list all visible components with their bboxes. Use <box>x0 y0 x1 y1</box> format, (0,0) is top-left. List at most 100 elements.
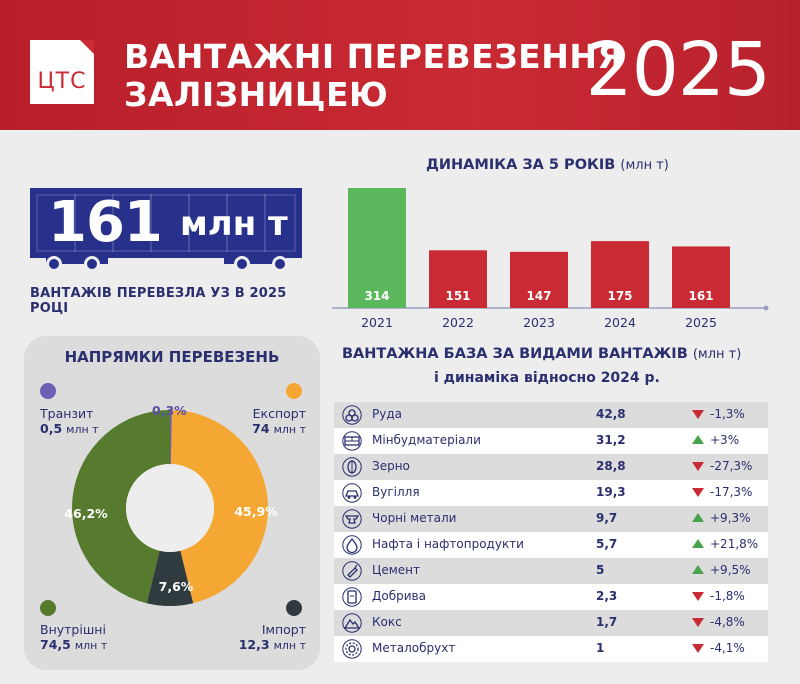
bar-value-label: 151 <box>445 289 470 303</box>
bar-value-label: 175 <box>607 289 632 303</box>
table-row: Цемент 5 +9,5% <box>334 558 768 584</box>
cargo-name: Зерно <box>372 459 410 473</box>
oil-drop-icon <box>342 535 362 555</box>
cargo-change: +3% <box>710 433 740 447</box>
cargo-value: 1 <box>596 641 605 655</box>
label-export-name: Експорт <box>252 406 306 421</box>
table-row: Добрива 2,3 -1,8% <box>334 584 768 610</box>
wagon-wheel <box>234 256 250 272</box>
wagon-wheel <box>272 256 288 272</box>
donut-slice-1 <box>170 410 268 604</box>
cargo-change: -1,8% <box>710 589 745 603</box>
cargo-change: +9,5% <box>710 563 751 577</box>
logo: ЦТС <box>30 40 94 104</box>
wagon-bogie-right <box>224 258 286 264</box>
label-domestic-amount: 74,5 <box>40 637 71 652</box>
bar-2021 <box>348 188 406 308</box>
anvil-icon <box>342 509 362 529</box>
table-title-unit: (млн т) <box>692 347 742 362</box>
arrow-down-icon <box>692 488 704 497</box>
bar-chart-title-text: ДИНАМІКА ЗА 5 РОКІВ <box>426 157 616 173</box>
x-tick-label: 2024 <box>604 315 636 330</box>
page-title-line1: ВАНТАЖНІ ПЕРЕВЕЗЕННЯ <box>124 37 624 76</box>
cargo-table: Руда 42,8 -1,3% Мінбудматеріали 31,2 +3% Зерно… <box>334 402 768 662</box>
donut-chart: 45,9% 7,6% 46,2% <box>64 408 278 606</box>
bar-chart-title-unit: (млн т) <box>620 158 669 173</box>
label-export: Експорт 74 млн т <box>252 406 306 437</box>
legend-dot-transit <box>40 383 56 399</box>
label-domestic: Внутрішні 74,5 млн т <box>40 622 107 653</box>
cargo-value: 2,3 <box>596 589 618 603</box>
x-tick-label: 2023 <box>523 315 555 330</box>
cargo-change: -27,3% <box>710 459 753 473</box>
arrow-up-icon <box>692 565 704 574</box>
arrow-down-icon <box>692 462 704 471</box>
label-export-amount: 74 <box>252 421 270 436</box>
wagon-bogie-left <box>46 258 108 264</box>
label-domestic-unit: млн т <box>74 639 108 652</box>
trowel-icon <box>342 561 362 581</box>
cargo-value: 1,7 <box>596 615 618 629</box>
x-tick-label: 2025 <box>685 315 717 330</box>
label-import-amount: 12,3 <box>238 637 270 652</box>
label-export-unit: млн т <box>273 423 306 436</box>
legend-dot-domestic <box>40 600 56 616</box>
label-transit-amount: 0,5 <box>40 421 63 436</box>
label-transit-name: Транзит <box>40 406 94 421</box>
cargo-name: Добрива <box>372 589 426 603</box>
cargo-value: 19,3 <box>596 485 626 499</box>
arrow-up-icon <box>692 539 704 548</box>
arrow-down-icon <box>692 618 704 627</box>
bar-value-label: 314 <box>364 289 389 303</box>
table-row: Нафта і нафтопродукти 5,7 +21,8% <box>334 532 768 558</box>
bar-chart: 314 2021 151 2022 147 2023 175 2024 161 2025 <box>332 188 769 330</box>
cargo-name: Руда <box>372 407 402 421</box>
logo-corner <box>80 40 94 54</box>
table-row: Кокс 1,7 -4,8% <box>334 610 768 636</box>
cargo-value: 5,7 <box>596 537 618 551</box>
cargo-change: -17,3% <box>710 485 753 499</box>
label-transit-pct: 0,3% <box>152 403 187 418</box>
cargo-value: 42,8 <box>596 407 626 421</box>
cargo-change: +21,8% <box>710 537 759 551</box>
header-year: 2025 <box>585 27 771 113</box>
table-row: Руда 42,8 -1,3% <box>334 402 768 428</box>
label-import-unit: млн т <box>273 639 306 652</box>
page-title-line2: ЗАЛІЗНИЦЕЮ <box>124 75 389 114</box>
label-transit-unit: млн т <box>66 423 99 436</box>
table-row: Металобрухт 1 -4,1% <box>334 636 768 662</box>
grain-icon <box>342 457 362 477</box>
gear-icon <box>342 639 362 659</box>
total-unit: млн т <box>180 204 288 244</box>
mountain-icon <box>342 613 362 633</box>
page-title: ВАНТАЖНІ ПЕРЕВЕЗЕННЯ ЗАЛІЗНИЦЕЮ <box>124 38 623 114</box>
table-subtitle: і динаміка відносно 2024 р. <box>434 370 660 386</box>
arrow-down-icon <box>692 592 704 601</box>
cargo-value: 31,2 <box>596 433 626 447</box>
cargo-name: Цемент <box>372 563 420 577</box>
donut-title: НАПРЯМКИ ПЕРЕВЕЗЕНЬ <box>64 348 280 366</box>
cargo-change: +9,3% <box>710 511 751 525</box>
total-caption: ВАНТАЖІВ ПЕРЕВЕЗЛА УЗ В 2025 РОЦІ <box>30 286 287 316</box>
legend-dot-import <box>286 600 302 616</box>
table-row: Чорні метали 9,7 +9,3% <box>334 506 768 532</box>
bar-2025 <box>672 246 730 308</box>
donut-slice-3 <box>72 410 170 604</box>
label-domestic-name: Внутрішні <box>40 622 106 637</box>
cargo-name: Вугілля <box>372 485 420 499</box>
table-row: Вугілля 19,3 -17,3% <box>334 480 768 506</box>
cargo-name: Нафта і нафтопродукти <box>372 537 524 551</box>
arrow-down-icon <box>692 410 704 419</box>
donut-pct-label: 45,9% <box>234 504 278 519</box>
cargo-value: 28,8 <box>596 459 626 473</box>
bar-chart-title: ДИНАМІКА ЗА 5 РОКІВ (млн т) <box>426 157 669 173</box>
label-import: Імпорт 12,3 млн т <box>239 622 306 653</box>
cargo-change: -4,8% <box>710 615 745 629</box>
wagon-ribs <box>36 194 296 252</box>
donut-pct-label: 46,2% <box>64 506 108 521</box>
header-banner: ЦТС ВАНТАЖНІ ПЕРЕВЕЗЕННЯ ЗАЛІЗНИЦЕЮ 2025 <box>0 0 800 130</box>
x-axis-end <box>763 305 769 311</box>
wagon-body: 161 млн т <box>30 188 302 258</box>
cargo-name: Кокс <box>372 615 402 629</box>
cargo-name: Металобрухт <box>372 641 456 655</box>
